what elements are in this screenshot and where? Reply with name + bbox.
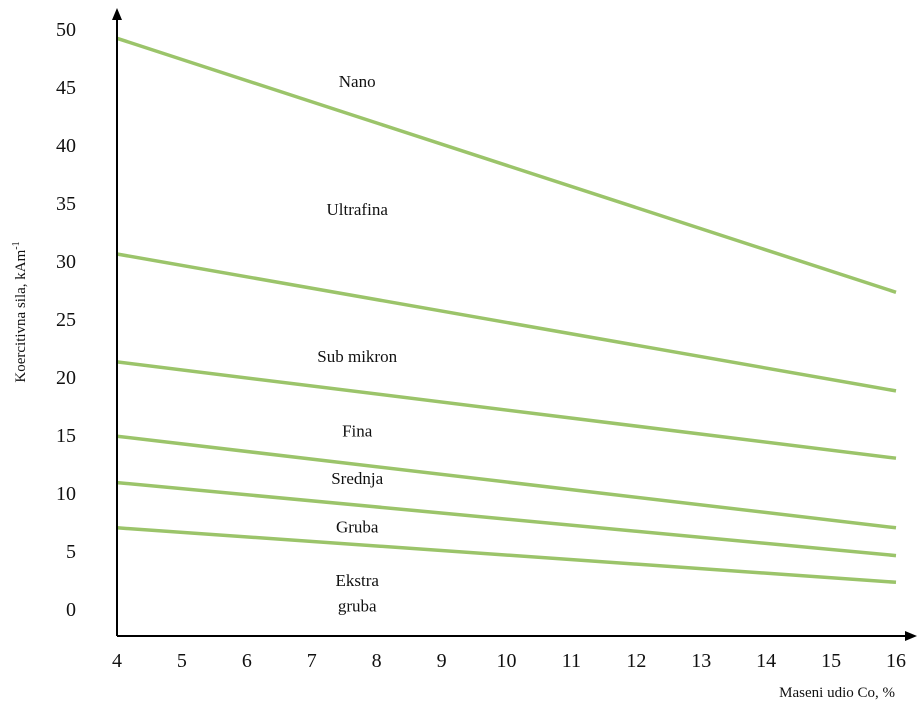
- region-label: Gruba: [336, 518, 379, 537]
- y-axis-arrow: [112, 8, 122, 20]
- x-tick-label: 7: [307, 650, 317, 672]
- x-axis-label: Maseni udio Co, %: [779, 685, 895, 701]
- series-line-5: [116, 480, 897, 558]
- y-tick-labels: 0 5 10 15 20 25 30 35 40 45 50: [56, 19, 76, 621]
- y-tick-label: 30: [56, 251, 76, 273]
- x-axis-arrow: [905, 631, 917, 641]
- x-tick-label: 6: [242, 650, 252, 672]
- x-tick-label: 8: [372, 650, 382, 672]
- x-tick-label: 4: [112, 650, 122, 672]
- y-tick-label: 45: [56, 77, 76, 99]
- series-line-3: [116, 360, 897, 460]
- y-axis-label-main: Koercitivna sila, kAm: [13, 249, 29, 382]
- y-tick-label: 5: [66, 541, 76, 563]
- x-tick-label: 13: [691, 650, 711, 672]
- region-label: Ekstra: [335, 571, 379, 590]
- x-tick-label: 14: [756, 650, 776, 672]
- y-tick-label: 10: [56, 483, 76, 505]
- y-tick-label: 20: [56, 367, 76, 389]
- series-line-1: [116, 36, 897, 294]
- x-tick-label: 10: [497, 650, 517, 672]
- x-tick-label: 11: [562, 650, 581, 672]
- region-label: Ultrafina: [327, 200, 389, 219]
- y-tick-label: 50: [56, 19, 76, 41]
- y-tick-label: 15: [56, 425, 76, 447]
- y-axis-label: Koercitivna sila, kAm-1: [11, 241, 29, 382]
- x-tick-label: 15: [821, 650, 841, 672]
- x-tick-label: 16: [886, 650, 906, 672]
- y-tick-label: 0: [66, 599, 76, 621]
- series-line-6: [116, 526, 897, 585]
- x-tick-label: 5: [177, 650, 187, 672]
- series-lines: [116, 36, 897, 585]
- region-labels: Nano Ultrafina Sub mikron Fina Srednja Gruba E…: [317, 72, 397, 615]
- series-line-2: [116, 252, 897, 393]
- region-label: Fina: [342, 421, 373, 440]
- region-label: gruba: [338, 597, 377, 616]
- region-label: Sub mikron: [317, 347, 397, 366]
- region-label: Nano: [339, 72, 376, 91]
- series-line-4: [116, 434, 897, 530]
- y-axis-label-superscript: -1: [11, 241, 22, 249]
- axes: [112, 8, 917, 641]
- y-tick-label: 40: [56, 135, 76, 157]
- x-tick-label: 12: [626, 650, 646, 672]
- x-tick-labels: 4 5 6 7 8 9 10 11 12 13 14 15 16: [112, 650, 906, 672]
- y-tick-label: 35: [56, 193, 76, 215]
- region-label: Srednja: [331, 469, 383, 488]
- y-tick-label: 25: [56, 309, 76, 331]
- x-tick-label: 9: [437, 650, 447, 672]
